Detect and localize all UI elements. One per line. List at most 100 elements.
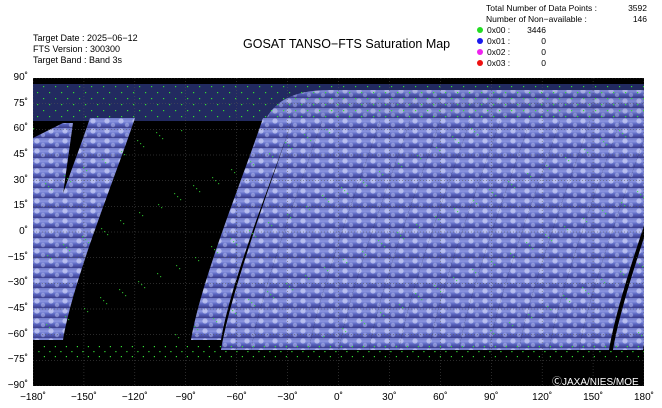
data-point xyxy=(638,332,640,334)
target-band: Target Band : Band 3s xyxy=(33,55,123,65)
data-point xyxy=(385,116,387,118)
polar-swath xyxy=(265,90,644,121)
data-point xyxy=(181,92,183,94)
data-point xyxy=(615,346,617,348)
data-point xyxy=(555,351,557,353)
data-point xyxy=(412,351,414,353)
data-point xyxy=(505,116,507,118)
data-point xyxy=(427,110,429,112)
data-point xyxy=(324,351,326,353)
legend-label: 0x01 : xyxy=(487,36,511,46)
data-point xyxy=(351,356,353,358)
data-point xyxy=(346,351,348,353)
swath-stripe xyxy=(579,138,644,350)
target-date: Target Date : 2025−06−12 xyxy=(33,33,138,43)
data-point xyxy=(139,98,141,100)
data-point xyxy=(289,104,291,106)
data-point xyxy=(295,98,297,100)
data-point xyxy=(553,116,555,118)
data-point xyxy=(495,195,497,197)
data-point xyxy=(599,351,601,353)
data-point xyxy=(469,104,471,106)
data-point xyxy=(253,116,255,118)
data-point xyxy=(229,104,231,106)
data-point xyxy=(403,110,405,112)
data-point xyxy=(325,198,327,200)
data-point xyxy=(145,104,147,106)
data-point xyxy=(632,351,634,353)
data-point xyxy=(43,86,45,88)
data-point xyxy=(93,351,95,353)
swath-stripe xyxy=(613,237,644,350)
data-point xyxy=(361,92,363,94)
data-point xyxy=(126,351,128,353)
data-point xyxy=(211,110,213,112)
data-point xyxy=(265,92,267,94)
data-point xyxy=(49,116,51,118)
data-point xyxy=(97,116,99,118)
data-point xyxy=(295,110,297,112)
data-point xyxy=(619,98,621,100)
data-point xyxy=(186,356,188,358)
data-point xyxy=(340,346,342,348)
legend-value: 0 xyxy=(541,58,546,68)
data-point xyxy=(384,346,386,348)
legend-dot xyxy=(477,27,483,33)
data-point xyxy=(211,98,213,100)
data-point xyxy=(490,330,492,332)
swath-stripe xyxy=(429,118,531,350)
data-point xyxy=(417,346,419,348)
data-point xyxy=(163,98,165,100)
data-point xyxy=(523,98,525,100)
data-point xyxy=(37,116,39,118)
data-point xyxy=(253,104,255,106)
data-point xyxy=(619,110,621,112)
data-point xyxy=(373,104,375,106)
data-point xyxy=(127,98,129,100)
data-point xyxy=(583,86,585,88)
data-point xyxy=(595,86,597,88)
data-point xyxy=(85,239,87,241)
swath-stripe xyxy=(191,118,293,340)
data-point xyxy=(133,116,135,118)
data-point xyxy=(531,317,533,319)
data-point xyxy=(451,110,453,112)
x-tick-label: 180˚ xyxy=(633,392,654,403)
data-point xyxy=(296,356,298,358)
data-point xyxy=(526,242,528,244)
data-point xyxy=(162,138,164,140)
data-point xyxy=(637,116,639,118)
data-point xyxy=(337,92,339,94)
data-point xyxy=(494,264,496,266)
data-point xyxy=(343,259,345,261)
swath-stripe xyxy=(459,118,561,350)
data-point xyxy=(127,110,129,112)
data-point xyxy=(104,351,106,353)
data-point xyxy=(91,98,93,100)
data-point xyxy=(286,283,288,285)
data-point xyxy=(324,267,326,269)
data-point xyxy=(325,92,327,94)
data-point xyxy=(120,220,122,222)
data-point xyxy=(54,346,56,348)
data-point xyxy=(626,356,628,358)
data-point xyxy=(142,356,144,358)
data-point xyxy=(435,216,437,218)
data-point xyxy=(265,104,267,106)
data-point xyxy=(156,132,158,134)
data-point xyxy=(360,179,362,181)
data-point xyxy=(613,104,615,106)
data-point xyxy=(487,86,489,88)
data-point xyxy=(529,245,531,247)
data-point xyxy=(43,98,45,100)
data-point xyxy=(43,356,45,358)
data-point xyxy=(379,98,381,100)
data-point xyxy=(602,210,604,212)
data-point xyxy=(564,226,566,228)
data-point xyxy=(621,202,623,204)
data-point xyxy=(626,346,628,348)
data-point xyxy=(419,227,421,229)
data-point xyxy=(283,98,285,100)
data-point xyxy=(378,240,380,242)
data-point xyxy=(625,136,627,138)
